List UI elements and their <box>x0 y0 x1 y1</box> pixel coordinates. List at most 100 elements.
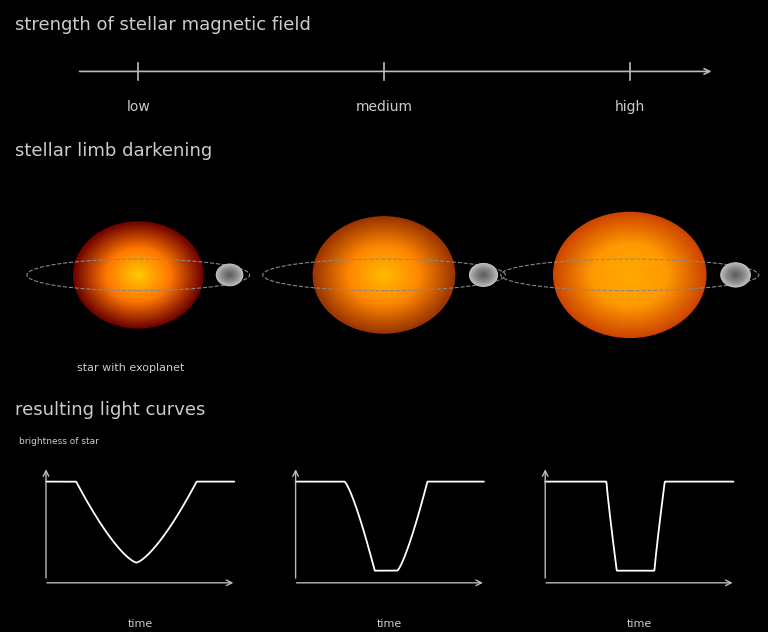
Ellipse shape <box>598 248 662 302</box>
Text: star with exoplanet: star with exoplanet <box>77 363 184 374</box>
Ellipse shape <box>472 265 495 285</box>
Ellipse shape <box>84 231 192 319</box>
Ellipse shape <box>108 250 168 300</box>
Ellipse shape <box>606 255 654 295</box>
Ellipse shape <box>216 264 243 286</box>
Ellipse shape <box>565 222 694 328</box>
Ellipse shape <box>341 240 427 310</box>
Ellipse shape <box>483 274 484 276</box>
Ellipse shape <box>325 226 443 324</box>
Ellipse shape <box>720 262 751 288</box>
Ellipse shape <box>469 263 498 287</box>
Ellipse shape <box>730 270 742 280</box>
Ellipse shape <box>220 267 240 283</box>
Ellipse shape <box>82 229 194 321</box>
Ellipse shape <box>339 238 429 312</box>
Ellipse shape <box>627 272 633 277</box>
Ellipse shape <box>722 264 749 286</box>
Ellipse shape <box>735 274 736 276</box>
Ellipse shape <box>224 270 235 279</box>
Ellipse shape <box>729 269 742 281</box>
Ellipse shape <box>471 265 496 285</box>
Ellipse shape <box>228 274 231 276</box>
Ellipse shape <box>730 270 740 279</box>
Ellipse shape <box>564 221 696 329</box>
Ellipse shape <box>569 225 690 325</box>
Ellipse shape <box>472 265 495 284</box>
Ellipse shape <box>225 272 233 278</box>
Ellipse shape <box>554 214 705 336</box>
Ellipse shape <box>226 272 233 278</box>
Ellipse shape <box>475 268 492 282</box>
Ellipse shape <box>117 257 160 293</box>
Ellipse shape <box>482 273 485 277</box>
Ellipse shape <box>333 233 435 317</box>
Ellipse shape <box>122 262 154 288</box>
Ellipse shape <box>339 238 429 312</box>
Ellipse shape <box>352 248 416 301</box>
Ellipse shape <box>723 265 748 285</box>
Ellipse shape <box>91 236 186 314</box>
Ellipse shape <box>723 265 747 284</box>
Ellipse shape <box>368 262 400 288</box>
Ellipse shape <box>81 228 195 322</box>
Ellipse shape <box>100 243 177 307</box>
Ellipse shape <box>474 267 493 283</box>
Ellipse shape <box>591 243 669 307</box>
Ellipse shape <box>219 266 240 284</box>
Ellipse shape <box>104 246 173 303</box>
Ellipse shape <box>362 257 406 293</box>
Ellipse shape <box>377 269 391 281</box>
Ellipse shape <box>558 216 702 334</box>
Ellipse shape <box>359 254 409 296</box>
Ellipse shape <box>314 217 454 332</box>
Ellipse shape <box>227 272 232 277</box>
Ellipse shape <box>326 227 442 323</box>
Ellipse shape <box>353 249 415 301</box>
Ellipse shape <box>81 228 196 322</box>
Ellipse shape <box>97 241 180 309</box>
Ellipse shape <box>628 274 631 277</box>
Ellipse shape <box>333 233 435 317</box>
Ellipse shape <box>111 253 165 297</box>
Ellipse shape <box>367 261 401 289</box>
Ellipse shape <box>376 269 392 281</box>
Ellipse shape <box>102 245 174 305</box>
Ellipse shape <box>482 274 485 276</box>
Ellipse shape <box>578 233 682 318</box>
Ellipse shape <box>478 271 488 279</box>
Ellipse shape <box>618 265 641 284</box>
Ellipse shape <box>335 234 433 315</box>
Ellipse shape <box>596 247 664 303</box>
Ellipse shape <box>607 257 652 293</box>
Ellipse shape <box>120 260 157 290</box>
Ellipse shape <box>472 265 495 284</box>
Ellipse shape <box>338 237 430 313</box>
Ellipse shape <box>331 231 437 319</box>
Ellipse shape <box>477 270 490 280</box>
Ellipse shape <box>733 273 738 277</box>
Ellipse shape <box>318 221 450 329</box>
Ellipse shape <box>218 266 240 284</box>
Ellipse shape <box>227 272 233 277</box>
Ellipse shape <box>134 271 143 279</box>
Ellipse shape <box>728 269 743 281</box>
Ellipse shape <box>88 234 188 316</box>
Ellipse shape <box>622 269 637 281</box>
Ellipse shape <box>85 231 191 319</box>
Ellipse shape <box>92 238 184 313</box>
Ellipse shape <box>216 264 243 286</box>
Ellipse shape <box>217 265 242 285</box>
Ellipse shape <box>116 257 161 293</box>
Ellipse shape <box>328 229 440 321</box>
Ellipse shape <box>356 252 412 298</box>
Ellipse shape <box>343 241 425 308</box>
Ellipse shape <box>118 259 158 291</box>
Ellipse shape <box>330 231 438 319</box>
Ellipse shape <box>356 252 412 298</box>
Ellipse shape <box>113 254 164 296</box>
Text: time: time <box>627 619 652 629</box>
Ellipse shape <box>319 221 449 329</box>
Ellipse shape <box>374 267 394 283</box>
Ellipse shape <box>104 247 172 303</box>
